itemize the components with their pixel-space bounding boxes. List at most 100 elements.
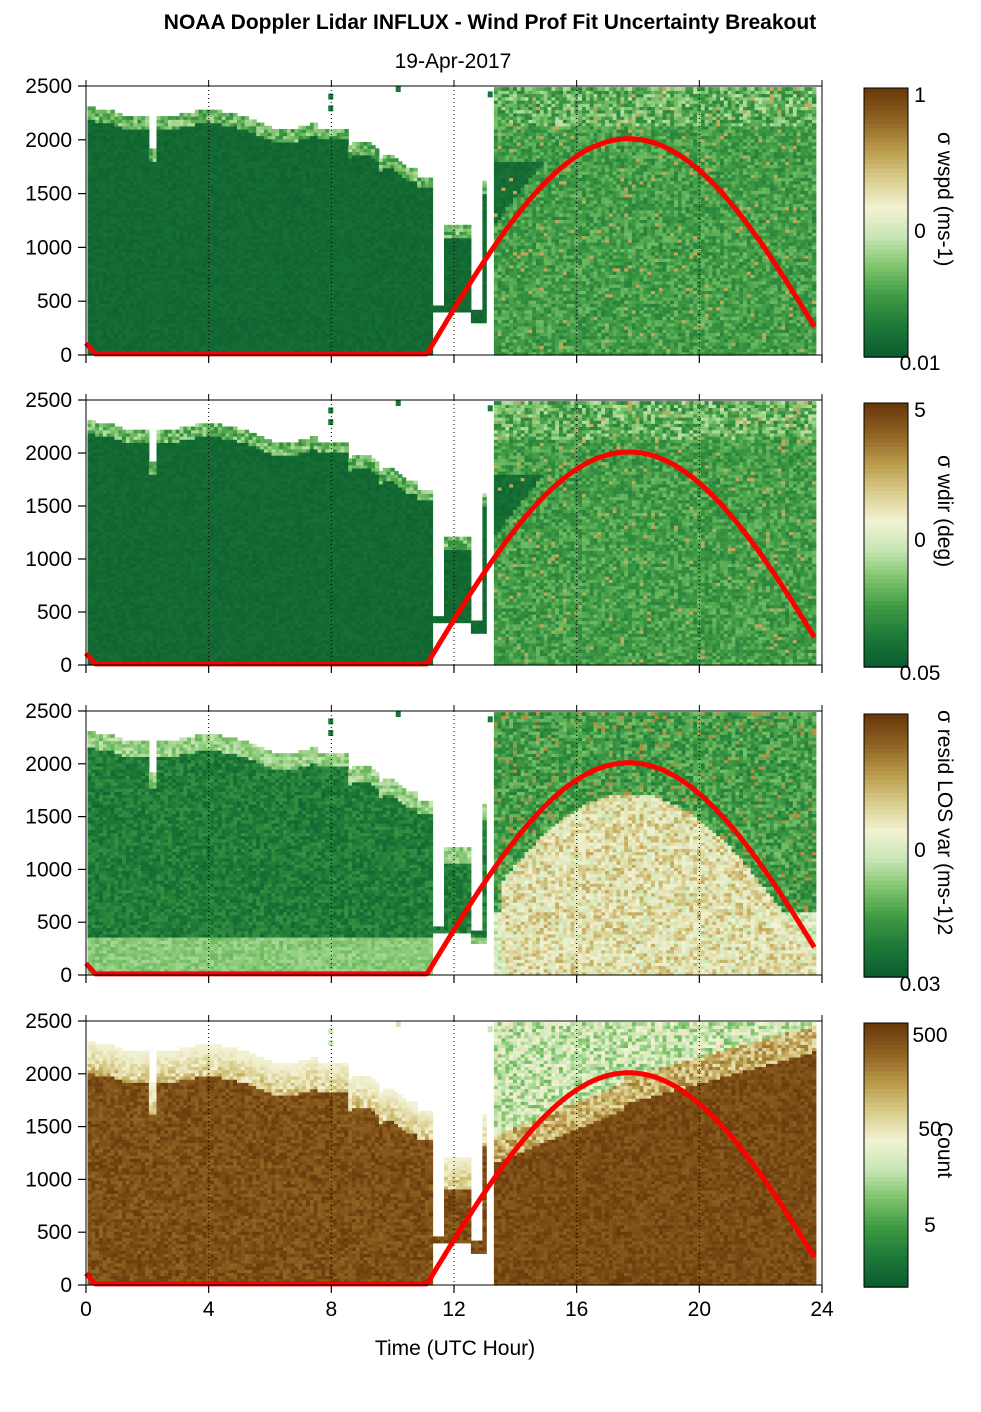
heatmap-cell <box>95 271 99 275</box>
heatmap-cell <box>99 249 103 253</box>
heatmap-cell <box>95 155 99 159</box>
heatmap-cell <box>111 190 115 194</box>
heatmap-cell <box>118 303 122 307</box>
heatmap-cell <box>111 339 115 343</box>
heatmap-cell <box>107 258 111 262</box>
heatmap-cell <box>107 155 111 159</box>
figure: NOAA Doppler Lidar INFLUX - Wind Prof Fi… <box>0 0 981 1412</box>
heatmap-cell <box>91 178 95 182</box>
heatmap-cell <box>95 213 99 217</box>
heatmap-cell <box>103 294 107 298</box>
heatmap-cell <box>118 281 122 285</box>
heatmap-cell <box>99 236 103 240</box>
heatmap-cell <box>107 110 111 114</box>
heatmap-cell <box>107 178 111 182</box>
heatmap-cell <box>91 258 95 262</box>
heatmap-cell <box>114 271 118 275</box>
heatmap-cell <box>91 132 95 136</box>
heatmap-cell <box>107 294 111 298</box>
heatmap-cell <box>91 329 95 333</box>
heatmap-cell <box>99 339 103 343</box>
heatmap-cell <box>99 303 103 307</box>
heatmap-cell <box>91 155 95 159</box>
heatmap-cell <box>88 110 92 114</box>
heatmap-cell <box>103 303 107 307</box>
heatmap-cell <box>103 213 107 217</box>
heatmap-cell <box>107 119 111 123</box>
heatmap-cell <box>91 119 95 123</box>
heatmap-cell <box>103 258 107 262</box>
heatmap-cell <box>111 168 115 172</box>
heatmap-cell <box>91 142 95 146</box>
heatmap-cell <box>88 223 92 227</box>
heatmap-cell <box>103 190 107 194</box>
heatmap-cell <box>114 132 118 136</box>
heatmap-cell <box>111 142 115 146</box>
heatmap-cell <box>88 142 92 146</box>
heatmap-cell <box>111 236 115 240</box>
heatmap-cell <box>114 190 118 194</box>
heatmap-cell <box>118 316 122 320</box>
heatmap-cell <box>107 190 111 194</box>
heatmap-cell <box>88 258 92 262</box>
heatmap-cell <box>88 213 92 217</box>
heatmap-cell <box>107 281 111 285</box>
heatmap-cell <box>95 168 99 172</box>
heatmap-cell <box>88 316 92 320</box>
heatmap-cell <box>95 258 99 262</box>
heatmap-cell <box>114 249 118 253</box>
heatmap-cell <box>91 281 95 285</box>
heatmap-cell <box>99 178 103 182</box>
heatmap-cell <box>99 213 103 217</box>
heatmap-cell <box>88 281 92 285</box>
heatmap-cell <box>88 329 92 333</box>
heatmap-cell <box>99 142 103 146</box>
heatmap-cell <box>118 271 122 275</box>
heatmap-cell <box>91 110 95 114</box>
heatmap-cell <box>103 316 107 320</box>
heatmap-cell <box>99 119 103 123</box>
heatmap-cell <box>103 271 107 275</box>
heatmap-cell <box>95 303 99 307</box>
heatmap-cell <box>107 213 111 217</box>
heatmap-cell <box>88 132 92 136</box>
heatmap-cell <box>111 213 115 217</box>
heatmap-cell <box>88 200 92 204</box>
heatmap-cell <box>99 132 103 136</box>
heatmap-cell <box>91 190 95 194</box>
heatmap-cell <box>103 168 107 172</box>
heatmap-cell <box>114 155 118 159</box>
heatmap-cell <box>91 200 95 204</box>
heatmap-cell <box>91 294 95 298</box>
heatmap-cell <box>88 271 92 275</box>
chart-subtitle: 19-Apr-2017 <box>395 50 512 73</box>
heatmap-cell <box>111 119 115 123</box>
heatmap-cell <box>95 132 99 136</box>
heatmap-cell <box>99 329 103 333</box>
heatmap-cell <box>88 119 92 123</box>
heatmap-cell <box>103 223 107 227</box>
heatmap-cell <box>95 178 99 182</box>
heatmap-cell <box>103 236 107 240</box>
heatmap-cell <box>88 106 92 110</box>
heatmap-cell <box>111 155 115 159</box>
heatmap-cell <box>114 200 118 204</box>
heatmap-cell <box>99 223 103 227</box>
heatmap-cell <box>88 249 92 253</box>
heatmap-cell <box>95 119 99 123</box>
heatmap-cell <box>99 316 103 320</box>
heatmap-cell <box>103 200 107 204</box>
heatmap-cell <box>88 178 92 182</box>
heatmap-cell <box>114 329 118 333</box>
heatmap-cell <box>91 236 95 240</box>
heatmap-cell <box>111 303 115 307</box>
heatmap-cell <box>91 106 95 110</box>
heatmap-cell <box>88 168 92 172</box>
heatmap-cell <box>99 190 103 194</box>
heatmap-cell <box>111 178 115 182</box>
heatmap-cell <box>95 142 99 146</box>
heatmap-cell <box>95 281 99 285</box>
heatmap-cell <box>114 316 118 320</box>
heatmap-cell <box>118 294 122 298</box>
